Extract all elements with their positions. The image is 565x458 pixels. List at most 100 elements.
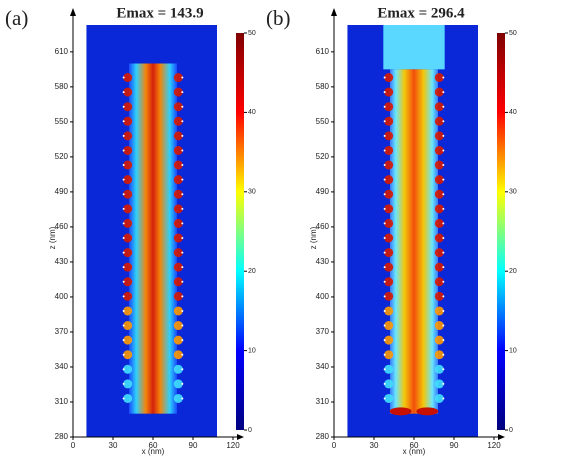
edge-point: [442, 397, 445, 400]
edge-hotspot: [173, 393, 183, 403]
y-tick-label: 610: [55, 47, 69, 56]
edge-point: [181, 76, 184, 79]
edge-hotspot: [123, 350, 133, 360]
edge-point: [122, 193, 125, 196]
y-tick-label: 460: [55, 222, 69, 231]
edge-hotspot: [173, 335, 183, 345]
edge-point: [122, 134, 125, 137]
edge-hotspot: [434, 393, 444, 403]
edge-hotspot: [434, 350, 444, 360]
y-tick-label: 280: [316, 432, 330, 441]
colorbar-tick-label: 40: [509, 109, 517, 116]
edge-hotspot: [123, 102, 133, 112]
colorbar: [236, 33, 244, 430]
edge-hotspot: [434, 233, 444, 243]
y-tick-label: 400: [55, 292, 69, 301]
edge-hotspot: [434, 175, 444, 185]
edge-point: [383, 382, 386, 385]
edge-hotspot: [173, 175, 183, 185]
panel-label: (b): [266, 6, 291, 30]
edge-point: [442, 178, 445, 181]
channel-field: [390, 69, 438, 414]
y-tick-label: 400: [316, 292, 330, 301]
top-field: [383, 25, 445, 70]
edge-hotspot: [173, 379, 183, 389]
edge-hotspot: [173, 116, 183, 126]
chart-title: Emax = 296.4: [377, 5, 465, 21]
edge-point: [383, 280, 386, 283]
edge-point: [181, 295, 184, 298]
edge-point: [383, 295, 386, 298]
edge-point: [122, 295, 125, 298]
edge-hotspot: [123, 204, 133, 214]
edge-point: [181, 134, 184, 137]
edge-hotspot: [123, 73, 133, 83]
edge-hotspot: [123, 277, 133, 287]
edge-point: [442, 295, 445, 298]
edge-hotspot: [384, 277, 394, 287]
edge-hotspot: [384, 262, 394, 272]
edge-hotspot: [384, 321, 394, 331]
edge-hotspot: [384, 364, 394, 374]
edge-point: [122, 280, 125, 283]
field-map: [86, 25, 217, 437]
edge-hotspot: [173, 321, 183, 331]
edge-point: [383, 309, 386, 312]
edge-point: [442, 134, 445, 137]
y-axis-arrow: [331, 8, 337, 16]
edge-hotspot: [434, 306, 444, 316]
edge-point: [442, 120, 445, 123]
edge-point: [181, 353, 184, 356]
bottom-hotspot: [389, 407, 412, 416]
edge-hotspot: [434, 204, 444, 214]
x-tick-label: 60: [149, 441, 158, 450]
edge-point: [122, 91, 125, 94]
edge-point: [122, 251, 125, 254]
edge-hotspot: [384, 248, 394, 258]
edge-point: [383, 368, 386, 371]
edge-hotspot: [384, 335, 394, 345]
edge-point: [181, 339, 184, 342]
edge-hotspot: [434, 277, 444, 287]
edge-point: [442, 309, 445, 312]
y-tick-label: 550: [55, 117, 69, 126]
edge-hotspot: [173, 277, 183, 287]
edge-hotspot: [434, 291, 444, 301]
colorbar: [497, 33, 505, 430]
edge-hotspot: [434, 102, 444, 112]
panel-label: (a): [5, 6, 28, 30]
edge-point: [442, 207, 445, 210]
edge-point: [383, 120, 386, 123]
x-tick-label: 120: [226, 441, 240, 450]
edge-hotspot: [123, 116, 133, 126]
y-tick-label: 340: [316, 362, 330, 371]
colorbar-tick-label: 20: [248, 268, 256, 275]
edge-point: [442, 105, 445, 108]
y-axis-label: z (nm): [309, 226, 318, 249]
x-tick-label: 60: [410, 441, 419, 450]
edge-point: [383, 353, 386, 356]
edge-hotspot: [123, 189, 133, 199]
edge-hotspot: [123, 262, 133, 272]
edge-hotspot: [384, 145, 394, 155]
edge-point: [383, 397, 386, 400]
edge-point: [181, 368, 184, 371]
edge-hotspot: [123, 233, 133, 243]
y-tick-label: 310: [55, 397, 69, 406]
edge-point: [442, 368, 445, 371]
edge-hotspot: [384, 102, 394, 112]
edge-point: [181, 266, 184, 269]
edge-point: [122, 178, 125, 181]
edge-point: [442, 193, 445, 196]
y-axis-arrow: [70, 8, 76, 16]
colorbar-tick-label: 30: [509, 189, 517, 196]
edge-hotspot: [173, 102, 183, 112]
edge-point: [122, 120, 125, 123]
edge-hotspot: [434, 218, 444, 228]
y-tick-label: 370: [55, 327, 69, 336]
edge-point: [181, 178, 184, 181]
chart-title: Emax = 143.9: [116, 5, 203, 21]
x-tick-label: 90: [450, 441, 459, 450]
colorbar-tick-label: 0: [248, 427, 252, 434]
